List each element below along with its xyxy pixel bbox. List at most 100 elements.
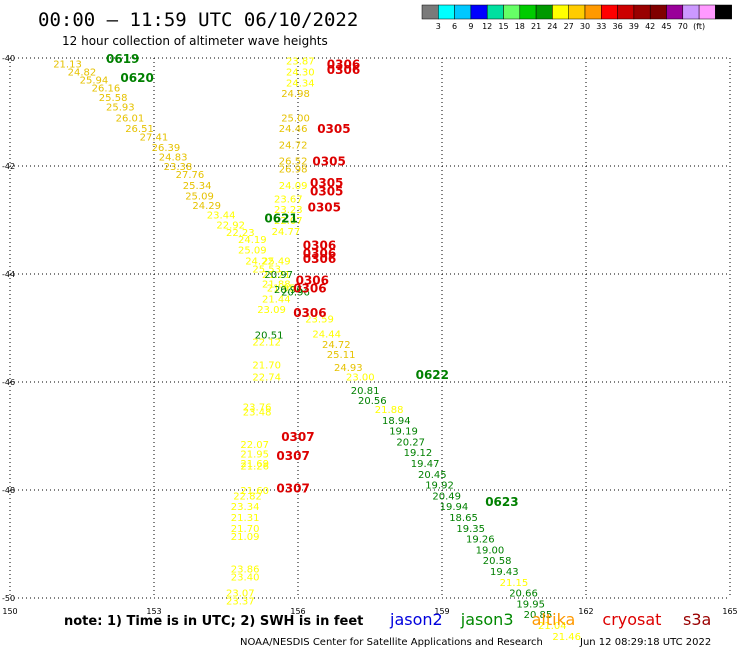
- legend-altika: altika: [532, 610, 576, 629]
- wave-height-value: 24.98: [281, 89, 310, 100]
- wave-height-value: 21.95: [267, 284, 296, 295]
- wave-height-value: 25.09: [238, 246, 267, 257]
- wave-height-value: 24.72: [279, 140, 308, 151]
- color-scale-label: 42: [645, 22, 655, 31]
- pass-time-label: 0306: [303, 252, 336, 266]
- wave-height-value: 18.94: [382, 416, 411, 427]
- pass-time-label: 0306: [296, 273, 329, 287]
- pass-time-label: 0306: [327, 57, 360, 71]
- color-scale-label: 30: [580, 22, 590, 31]
- wave-height-value: 23.59: [305, 314, 334, 325]
- wave-height-value: 25.34: [183, 181, 212, 192]
- satellite-legend: jason2 jason3 altika cryosat s3a: [389, 610, 711, 629]
- wave-height-value: 20.96: [274, 285, 303, 296]
- wave-height-points: 21.1324.8225.9426.1625.5825.9326.0126.51…: [53, 57, 581, 643]
- pass-time-label: 0305: [310, 176, 343, 190]
- wave-height-value: 22.07: [240, 440, 269, 451]
- y-tick-label: -48: [2, 486, 15, 495]
- wave-height-value: 20.96: [281, 287, 310, 298]
- chart-subtitle: 12 hour collection of altimeter wave hei…: [62, 34, 328, 48]
- wave-height-value: 21.09: [231, 532, 260, 543]
- color-swatch: [633, 4, 651, 20]
- wave-height-value: 24.93: [334, 363, 363, 374]
- legend-s3a: s3a: [683, 610, 711, 629]
- wave-height-value: 27.76: [176, 170, 205, 181]
- pass-time-label: 0307: [276, 481, 309, 495]
- wave-height-value: 23.40: [231, 572, 260, 583]
- wave-height-value: 19.43: [490, 567, 519, 578]
- wave-height-value: 21.21: [262, 270, 291, 281]
- pass-time-label: 0623: [485, 495, 518, 509]
- color-swatch: [682, 4, 700, 20]
- y-tick-label: -46: [2, 378, 15, 387]
- pass-time-label: 0306: [303, 246, 336, 260]
- color-scale-label: (ft): [693, 22, 705, 31]
- color-scale-label: 70: [678, 22, 688, 31]
- grid-lines: [9, 57, 731, 599]
- wave-height-value: 24.29: [192, 201, 221, 212]
- y-tick-label: -50: [2, 594, 15, 603]
- wave-height-value: 25.53: [252, 265, 281, 276]
- wave-height-value: 20.27: [396, 437, 425, 448]
- wave-height-value: 21.13: [53, 59, 82, 70]
- pass-time-label: 0306: [293, 306, 326, 320]
- axis-ticks: 150 153 156 159 162 165 -40 -42 -44 -46 -48 -50: [2, 54, 738, 616]
- color-swatch: [552, 4, 569, 20]
- wave-height-value: 19.26: [466, 535, 495, 546]
- wave-height-value: 22.92: [216, 220, 245, 231]
- wave-height-value: 24.82: [68, 68, 97, 79]
- wave-height-value: 23.37: [226, 597, 255, 608]
- x-tick-label: 159: [434, 607, 449, 616]
- wave-height-value: 21.69: [240, 459, 269, 470]
- wave-height-value: 23.34: [231, 502, 260, 513]
- wave-height-value: 20.56: [358, 396, 387, 407]
- footnote: note: 1) Time is in UTC; 2) SWH is in fe…: [64, 614, 363, 629]
- wave-height-value: 20.49: [432, 491, 461, 502]
- color-swatch: [421, 4, 439, 20]
- wave-height-value: 19.00: [476, 545, 505, 556]
- pass-time-label: 0306: [327, 63, 360, 77]
- wave-height-value: 22.82: [233, 491, 262, 502]
- wave-height-value: 25.09: [185, 192, 214, 203]
- wave-height-value: 27.41: [140, 132, 169, 143]
- wave-height-value: 19.95: [516, 599, 545, 610]
- wave-height-value: 22.07: [274, 216, 303, 227]
- credit-text: NOAA/NESDIS Center for Satellite Applica…: [240, 637, 543, 648]
- wave-height-value: 20.66: [509, 589, 538, 600]
- wave-height-value: 25.93: [106, 103, 135, 114]
- wave-height-value: 26.52: [279, 157, 308, 168]
- wave-height-value: 23.07: [226, 589, 255, 600]
- wave-height-value: 21.70: [231, 524, 260, 535]
- color-swatch: [438, 4, 455, 20]
- wave-height-value: 25.58: [99, 93, 128, 104]
- y-tick-label: -44: [2, 270, 15, 279]
- wave-height-value: 21.31: [231, 513, 260, 524]
- color-scale-label: 12: [482, 22, 492, 31]
- wave-height-value: 21.95: [240, 449, 269, 460]
- color-swatch: [666, 4, 684, 20]
- color-scale-label: 36: [613, 22, 623, 31]
- x-tick-label: 165: [722, 607, 737, 616]
- wave-height-value: 19.19: [389, 427, 418, 438]
- x-tick-label: 150: [2, 607, 17, 616]
- wave-height-value: 23.00: [346, 373, 375, 384]
- wave-height-value: 23.86: [231, 564, 260, 575]
- wave-height-value: 21.88: [262, 280, 291, 291]
- wave-height-value: 22.74: [252, 373, 281, 384]
- timestamp-text: Jun 12 08:29:18 UTC 2022: [579, 637, 711, 648]
- wave-height-value: 23.09: [257, 305, 286, 316]
- chart-title: 00:00 — 11:59 UTC 06/10/2022: [38, 9, 358, 31]
- wave-height-value: 21.88: [375, 405, 404, 416]
- wave-height-value: 26.98: [279, 165, 308, 176]
- pass-time-label: 0307: [281, 430, 314, 444]
- pass-time-label: 0305: [317, 122, 350, 136]
- wave-height-value: 23.87: [286, 57, 315, 68]
- wave-height-value: 20.45: [418, 470, 447, 481]
- wave-height-value: 24.34: [286, 78, 315, 89]
- wave-height-value: 25.94: [80, 76, 109, 87]
- wave-height-value: 25.11: [327, 350, 356, 361]
- color-scale-label: 45: [661, 22, 671, 31]
- wave-height-value: 21.15: [500, 578, 529, 589]
- y-tick-label: -40: [2, 54, 15, 63]
